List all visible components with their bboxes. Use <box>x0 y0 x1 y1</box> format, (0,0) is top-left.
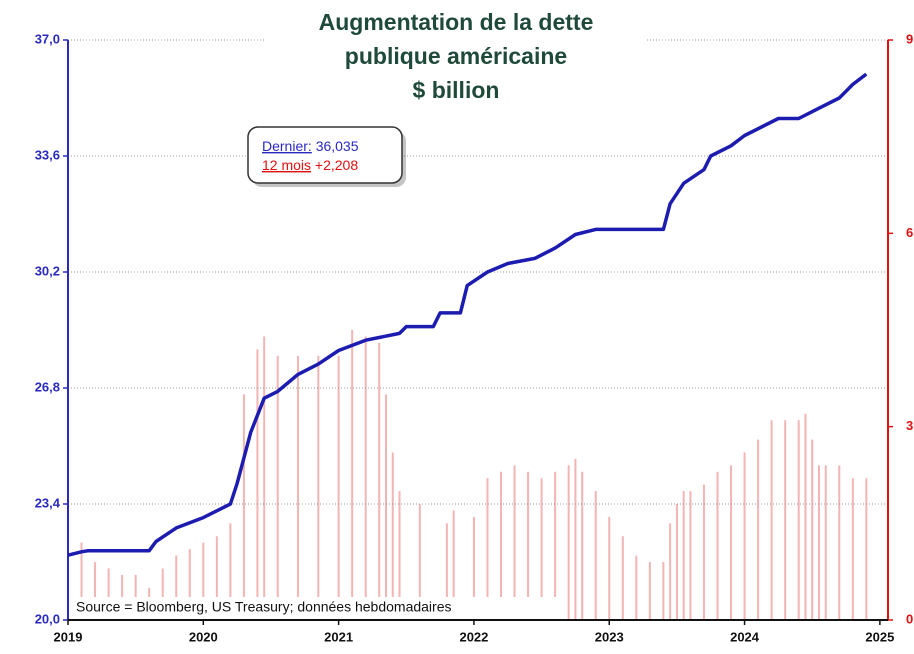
bar <box>730 465 733 620</box>
x-tick-label: 2021 <box>324 629 353 644</box>
source-bg <box>70 597 564 619</box>
annotation-label: Dernier: <box>262 138 312 154</box>
bar <box>838 465 841 620</box>
bar <box>716 471 719 620</box>
bar <box>811 439 814 620</box>
bar <box>757 439 760 620</box>
bar <box>662 562 665 620</box>
bar <box>215 536 218 620</box>
bar <box>594 491 597 620</box>
bar <box>770 420 773 620</box>
bar <box>682 491 685 620</box>
y-tick-label: 30,2 <box>35 263 60 278</box>
x-tick-label: 2025 <box>865 629 894 644</box>
annotation-text: 12 mois +2,208 <box>262 157 358 173</box>
bar <box>418 504 421 620</box>
x-tick-label: 2023 <box>595 629 624 644</box>
annotation-label: 12 mois <box>262 157 311 173</box>
bar <box>384 394 387 620</box>
bar <box>256 349 259 620</box>
x-tick-label: 2019 <box>54 629 83 644</box>
title-bg <box>266 8 646 108</box>
bars <box>67 330 868 620</box>
bar <box>635 555 638 620</box>
x-tick-label: 2024 <box>730 629 760 644</box>
y2-tick-label: 6 <box>906 225 913 240</box>
bar <box>378 342 381 620</box>
bar <box>648 562 651 620</box>
bar <box>107 568 110 620</box>
bar <box>824 465 827 620</box>
bar <box>337 355 340 620</box>
bar <box>527 471 530 620</box>
bar <box>554 471 557 620</box>
bar <box>188 549 191 620</box>
annotation-value: +2,208 <box>315 157 358 173</box>
chart-title: $ billion <box>413 77 500 103</box>
bar <box>242 394 245 620</box>
bar <box>702 484 705 620</box>
bar <box>263 336 266 620</box>
source: Source = Bloomberg, US Treasury; données… <box>76 599 452 615</box>
bar <box>540 478 543 620</box>
bar <box>175 555 178 620</box>
bar <box>161 568 164 620</box>
bar <box>351 330 354 620</box>
grid <box>63 39 893 625</box>
annotation-text: Dernier: 36,035 <box>262 138 359 154</box>
bar <box>513 465 516 620</box>
bar <box>202 542 205 620</box>
y-tick-label: 20,0 <box>35 611 60 626</box>
bar <box>574 458 577 620</box>
bar <box>500 471 503 620</box>
x-tick-label: 2020 <box>189 629 218 644</box>
bar <box>80 542 83 620</box>
bar <box>445 523 448 620</box>
bar <box>581 471 584 620</box>
bar <box>784 420 787 620</box>
chart-title: publique américaine <box>345 43 567 69</box>
bar <box>817 465 820 620</box>
lines <box>67 72 868 557</box>
annotation-box <box>247 126 403 184</box>
y2-tick-label: 9 <box>906 31 913 46</box>
bar <box>364 336 367 620</box>
y2-tick-label: 0 <box>906 611 913 626</box>
y-tick-label: 33,6 <box>35 147 60 162</box>
bar <box>317 355 320 620</box>
bar <box>567 465 570 620</box>
annotation-value: 36,035 <box>316 138 359 154</box>
bar <box>486 478 489 620</box>
bar <box>669 523 672 620</box>
y-tick-label: 23,4 <box>35 495 61 510</box>
bar <box>452 510 455 620</box>
bar <box>851 478 854 620</box>
bar <box>797 420 800 620</box>
bar <box>804 413 807 620</box>
bar <box>689 491 692 620</box>
bar <box>229 523 232 620</box>
bar <box>608 516 611 620</box>
bar <box>621 536 624 620</box>
bar <box>297 355 300 620</box>
bar <box>675 504 678 620</box>
chart-title: Augmentation de la dette <box>319 9 594 35</box>
bar <box>398 491 401 620</box>
bar <box>391 452 394 620</box>
bar <box>743 452 746 620</box>
y2-tick-label: 3 <box>906 418 913 433</box>
bar <box>472 516 475 620</box>
x-tick-label: 2022 <box>459 629 488 644</box>
bar <box>94 562 97 620</box>
line <box>67 72 868 557</box>
bar <box>865 478 868 620</box>
y-tick-label: 37,0 <box>35 31 60 46</box>
bar <box>276 355 279 620</box>
y-tick-label: 26,8 <box>35 379 60 394</box>
